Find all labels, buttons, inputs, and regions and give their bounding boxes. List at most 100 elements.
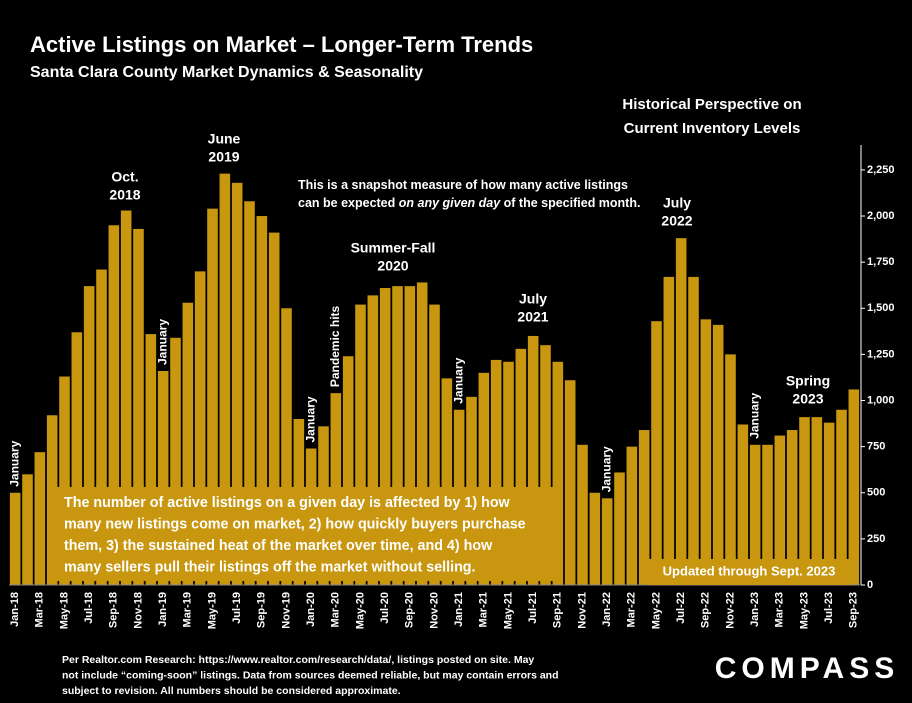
y-tick-label: 2,250 [867, 164, 895, 176]
january-label: January [7, 440, 21, 486]
x-tick-label: Sep-19 [256, 592, 268, 628]
updated-box [648, 559, 850, 585]
bar [281, 308, 292, 585]
x-tick-label: Nov-19 [280, 592, 292, 629]
bar [762, 444, 773, 585]
bar [71, 332, 83, 585]
bar [749, 444, 761, 585]
y-tick-label: 250 [867, 533, 885, 545]
x-tick-label: May-21 [502, 592, 514, 629]
bar [145, 334, 157, 585]
bar [799, 417, 810, 585]
bar [540, 345, 551, 585]
bar [589, 492, 601, 585]
bar [601, 498, 613, 585]
period-label: 2018 [109, 187, 140, 203]
x-tick-label: Mar-23 [774, 592, 786, 627]
bar [564, 380, 576, 585]
y-tick-label: 0 [867, 579, 873, 591]
x-tick-label: Nov-18 [132, 592, 144, 629]
bar [774, 435, 786, 585]
note-text: of the specified month. [500, 196, 640, 210]
bar [429, 304, 440, 585]
bar [108, 225, 120, 585]
bar [256, 216, 268, 585]
info-text: many new listings come on market, 2) how… [64, 516, 526, 532]
bar [194, 271, 206, 585]
january-label: January [155, 319, 169, 365]
bar [651, 321, 662, 585]
bar [675, 238, 687, 585]
period-label: 2019 [208, 149, 239, 165]
x-tick-label: Sep-21 [552, 592, 564, 628]
x-tick-label: Nov-22 [724, 592, 736, 629]
bar [663, 276, 675, 585]
bar [34, 452, 46, 585]
y-tick-label: 1,750 [867, 256, 895, 268]
info-text: them, 3) the sustained heat of the marke… [64, 538, 493, 554]
x-tick-label: Jul-18 [83, 592, 95, 624]
x-tick-label: Jan-19 [157, 592, 169, 627]
bar [392, 286, 403, 585]
pandemic-label: Pandemic hits [328, 305, 342, 387]
footer-text: not include “coming-soon” listings. Data… [62, 669, 559, 681]
perspective-label: Current Inventory Levels [624, 120, 801, 137]
bar [737, 424, 749, 585]
january-label: January [303, 396, 317, 442]
bar [490, 359, 502, 585]
bar [712, 324, 724, 585]
chart-subtitle: Santa Clara County Market Dynamics & Sea… [30, 64, 423, 81]
x-tick-label: Jul-19 [231, 592, 243, 624]
x-tick-label: Jan-21 [453, 592, 465, 627]
bar [170, 337, 181, 585]
y-tick-label: 1,000 [867, 394, 895, 406]
logo: COMPASS [715, 652, 899, 685]
y-tick-label: 1,250 [867, 348, 895, 360]
bar [441, 378, 453, 585]
y-tick-label: 500 [867, 487, 885, 499]
x-tick-label: Mar-18 [34, 592, 46, 627]
bar [404, 286, 416, 585]
x-tick-label: Jan-22 [601, 592, 613, 627]
bar [120, 210, 132, 585]
x-tick-label: May-22 [650, 592, 662, 629]
bar [59, 376, 70, 585]
x-tick-label: Sep-23 [848, 592, 860, 628]
footer-text: subject to revision. All numbers should … [62, 685, 401, 697]
x-tick-label: Sep-22 [700, 592, 712, 628]
bar [515, 348, 527, 585]
bar [552, 361, 564, 585]
x-tick-label: Nov-20 [428, 592, 440, 629]
bar [836, 409, 847, 585]
y-tick-label: 1,500 [867, 302, 895, 314]
period-label: July [663, 195, 691, 211]
note-line: This is a snapshot measure of how many a… [298, 178, 628, 192]
period-label: 2022 [661, 213, 692, 229]
bar [614, 472, 625, 585]
bar [268, 232, 280, 585]
january-label: January [747, 392, 761, 438]
bar [688, 276, 699, 585]
bar [231, 182, 243, 585]
x-tick-label: May-19 [206, 592, 218, 629]
updated-text: Updated through Sept. 2023 [663, 563, 836, 578]
x-tick-label: Mar-22 [626, 592, 638, 627]
bar [379, 287, 391, 585]
footer-text: Per Realtor.com Research: https://www.re… [62, 654, 534, 666]
x-tick-label: Jul-20 [379, 592, 391, 624]
bar [823, 422, 835, 585]
period-label: Spring [786, 373, 830, 389]
bar [577, 444, 588, 585]
x-tick-label: Jul-23 [823, 592, 835, 624]
bar [96, 269, 107, 585]
y-tick-label: 2,000 [867, 210, 895, 222]
note-line: can be expected on any given day of the … [298, 196, 640, 210]
bar [22, 474, 33, 585]
x-tick-label: Jan-23 [749, 592, 761, 627]
x-tick-label: Jul-22 [675, 592, 687, 624]
bar [46, 415, 58, 585]
bar [811, 417, 823, 585]
bar [9, 492, 21, 585]
note-text: on any given day [399, 196, 501, 210]
